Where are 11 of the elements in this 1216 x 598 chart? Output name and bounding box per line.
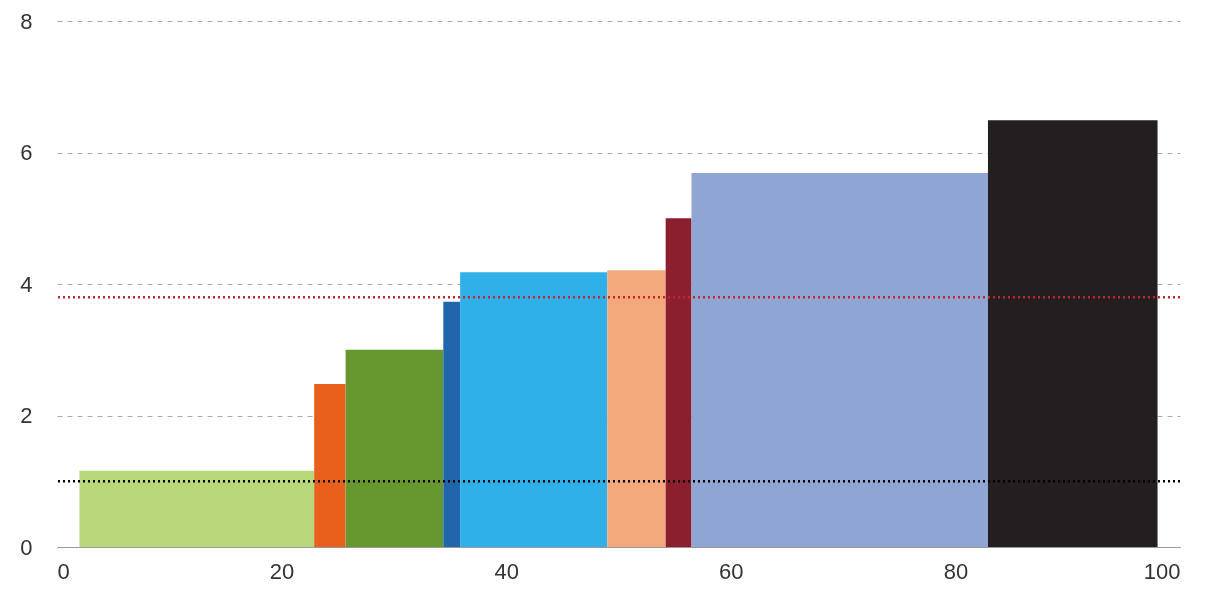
y-tick-label: 8 [20,8,33,34]
x-tick-label: 0 [57,558,70,584]
x-tick-label: 20 [269,558,295,584]
x-tick-label: 60 [719,558,744,584]
x-tick-label: 40 [494,558,519,584]
y-tick-label: 6 [20,140,33,165]
y-tick-label: 2 [20,403,33,428]
y-tick-label: 4 [20,271,33,297]
x-tick-label: 100 [1143,558,1181,584]
x-tick-label: 80 [943,558,969,584]
y-tick-label: 0 [20,534,33,560]
